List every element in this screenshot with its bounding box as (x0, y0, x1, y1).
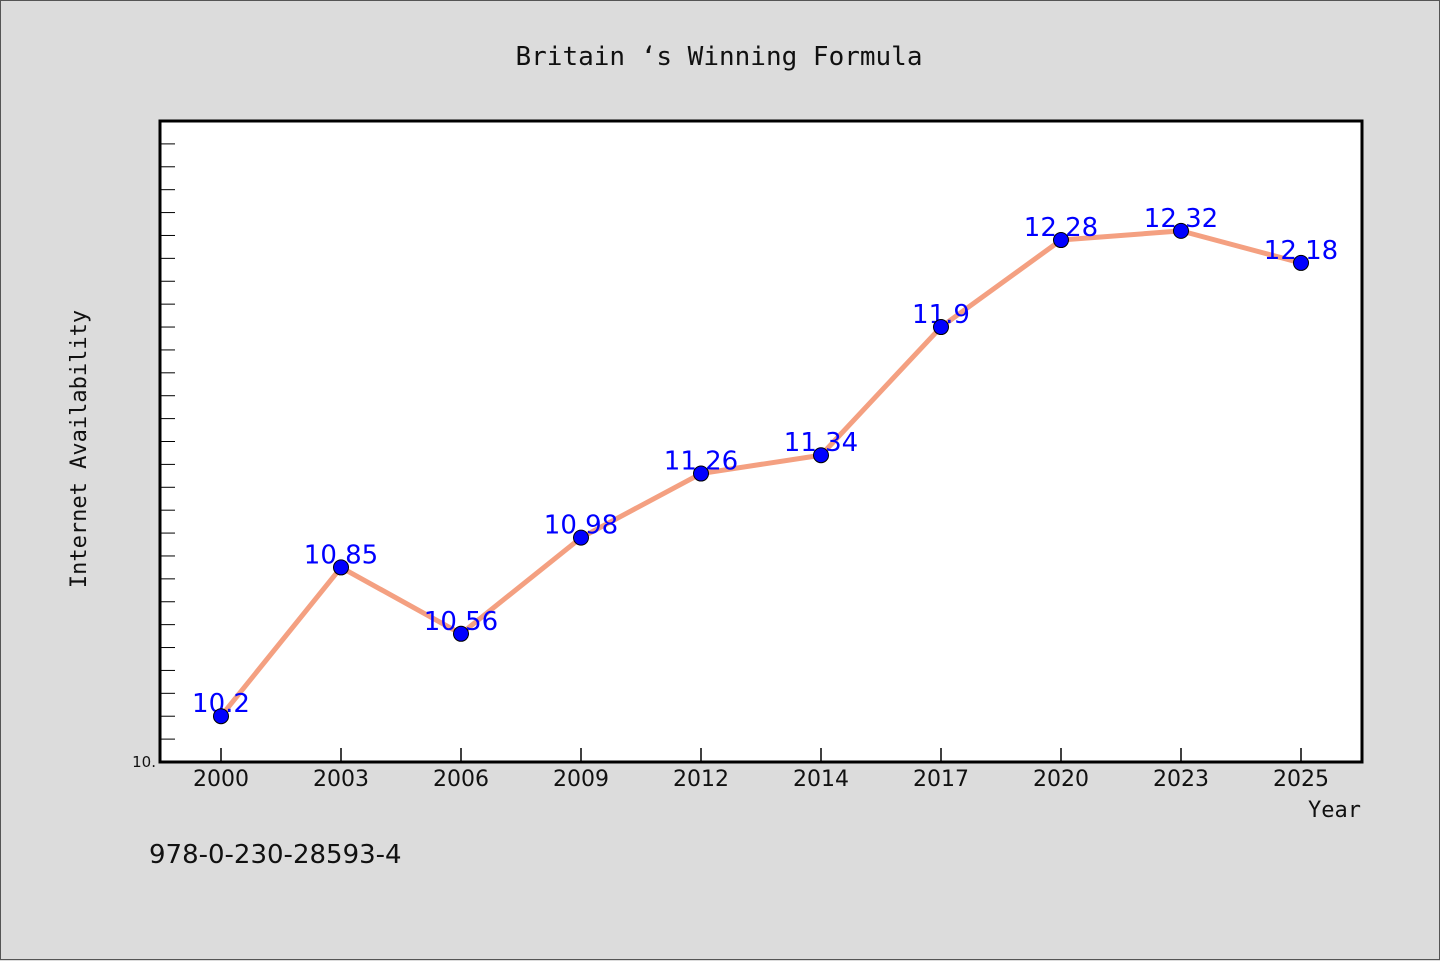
x-tick-label: 2023 (1153, 767, 1209, 792)
series-line (218, 228, 1304, 719)
y-axis-ticks (160, 120, 175, 763)
data-point (1173, 222, 1189, 239)
plot-area (158, 119, 1364, 764)
data-point (333, 559, 349, 576)
x-axis-label: Year (1308, 798, 1361, 823)
series-markers (213, 222, 1309, 725)
data-point (693, 465, 709, 482)
data-point (813, 447, 829, 464)
x-tick-label: 2017 (913, 767, 969, 792)
x-tick-label: 2020 (1033, 767, 1089, 792)
x-tick-label: 2003 (313, 767, 369, 792)
chart-title: Britain ‘s Winning Formula (516, 42, 923, 72)
data-point (213, 708, 229, 725)
x-axis-tick-labels: 2000 2003 2006 2009 2012 2014 2017 2020 2023 2025 (193, 767, 1329, 792)
y-axis-tick-labels: 10. (132, 753, 156, 771)
y-axis-label: Internet Availability (67, 310, 92, 588)
x-tick-label: 2025 (1273, 767, 1329, 792)
data-point (453, 625, 469, 642)
data-point (933, 319, 949, 336)
isbn-footnote: 978-0-230-28593-4 (149, 840, 402, 870)
x-tick-label: 2012 (673, 767, 729, 792)
y-tick-label: 10. (132, 753, 156, 771)
x-tick-label: 2009 (553, 767, 609, 792)
data-point (1293, 254, 1309, 271)
x-tick-label: 2014 (793, 767, 849, 792)
x-axis-ticks (220, 748, 1302, 762)
x-tick-label: 2000 (193, 767, 249, 792)
x-tick-label: 2006 (433, 767, 489, 792)
data-point (573, 529, 589, 546)
data-point (1053, 232, 1069, 249)
